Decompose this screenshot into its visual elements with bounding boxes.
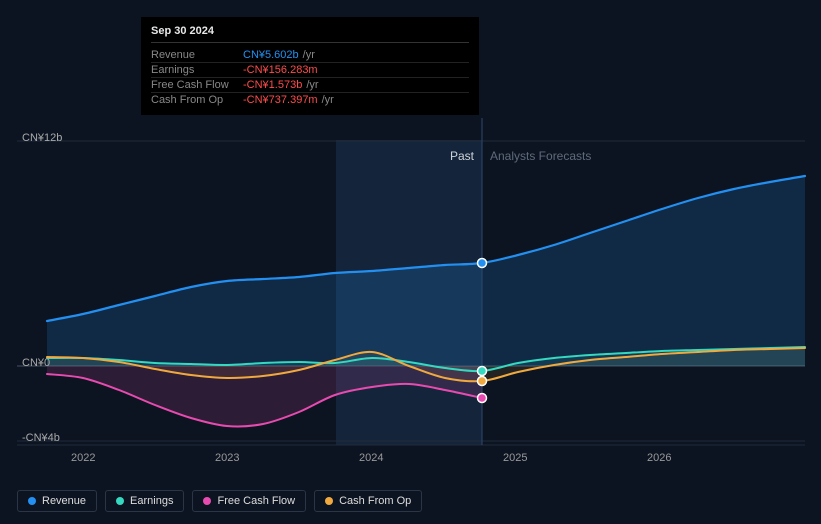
tooltip-row: Cash From Op-CN¥737.397m/yr xyxy=(151,93,469,107)
x-axis-label: 2023 xyxy=(215,452,239,464)
x-axis-label: 2022 xyxy=(71,452,95,464)
y-axis-label: CN¥12b xyxy=(22,132,62,144)
tooltip-metric-label: Revenue xyxy=(151,49,243,61)
legend-item-earnings[interactable]: Earnings xyxy=(105,490,184,512)
tooltip-row: RevenueCN¥5.602b/yr xyxy=(151,48,469,63)
legend-label: Earnings xyxy=(130,495,173,507)
y-axis-label: CN¥0 xyxy=(22,357,50,369)
tooltip-metric-value: -CN¥1.573b xyxy=(243,79,302,91)
legend-label: Free Cash Flow xyxy=(217,495,295,507)
tooltip-metric-label: Earnings xyxy=(151,64,243,76)
tooltip-metric-value: -CN¥156.283m xyxy=(243,64,318,76)
legend-item-revenue[interactable]: Revenue xyxy=(17,490,97,512)
tooltip-metric-suffix: /yr xyxy=(303,49,315,61)
financial-chart: Sep 30 2024 RevenueCN¥5.602b/yrEarnings-… xyxy=(0,0,821,524)
section-label: Analysts Forecasts xyxy=(490,149,591,163)
tooltip-metric-suffix: /yr xyxy=(306,79,318,91)
legend-label: Cash From Op xyxy=(339,495,411,507)
legend-dot-icon xyxy=(28,497,36,505)
chart-tooltip: Sep 30 2024 RevenueCN¥5.602b/yrEarnings-… xyxy=(141,17,479,115)
tooltip-row: Free Cash Flow-CN¥1.573b/yr xyxy=(151,78,469,93)
x-axis-label: 2025 xyxy=(503,452,527,464)
legend-dot-icon xyxy=(203,497,211,505)
legend-label: Revenue xyxy=(42,495,86,507)
legend-item-fcf[interactable]: Free Cash Flow xyxy=(192,490,306,512)
tooltip-metric-value: -CN¥737.397m xyxy=(243,94,318,106)
legend-dot-icon xyxy=(325,497,333,505)
tooltip-metric-label: Cash From Op xyxy=(151,94,243,106)
legend-item-cfo[interactable]: Cash From Op xyxy=(314,490,422,512)
tooltip-row: Earnings-CN¥156.283m xyxy=(151,63,469,78)
tooltip-date: Sep 30 2024 xyxy=(151,25,469,43)
legend-dot-icon xyxy=(116,497,124,505)
tooltip-metric-value: CN¥5.602b xyxy=(243,49,299,61)
x-axis-label: 2024 xyxy=(359,452,383,464)
tooltip-metric-label: Free Cash Flow xyxy=(151,79,243,91)
section-label: Past xyxy=(450,149,474,163)
x-axis-label: 2026 xyxy=(647,452,671,464)
y-axis-label: -CN¥4b xyxy=(22,432,60,444)
tooltip-metric-suffix: /yr xyxy=(322,94,334,106)
chart-legend: Revenue Earnings Free Cash Flow Cash From O… xyxy=(17,490,422,512)
